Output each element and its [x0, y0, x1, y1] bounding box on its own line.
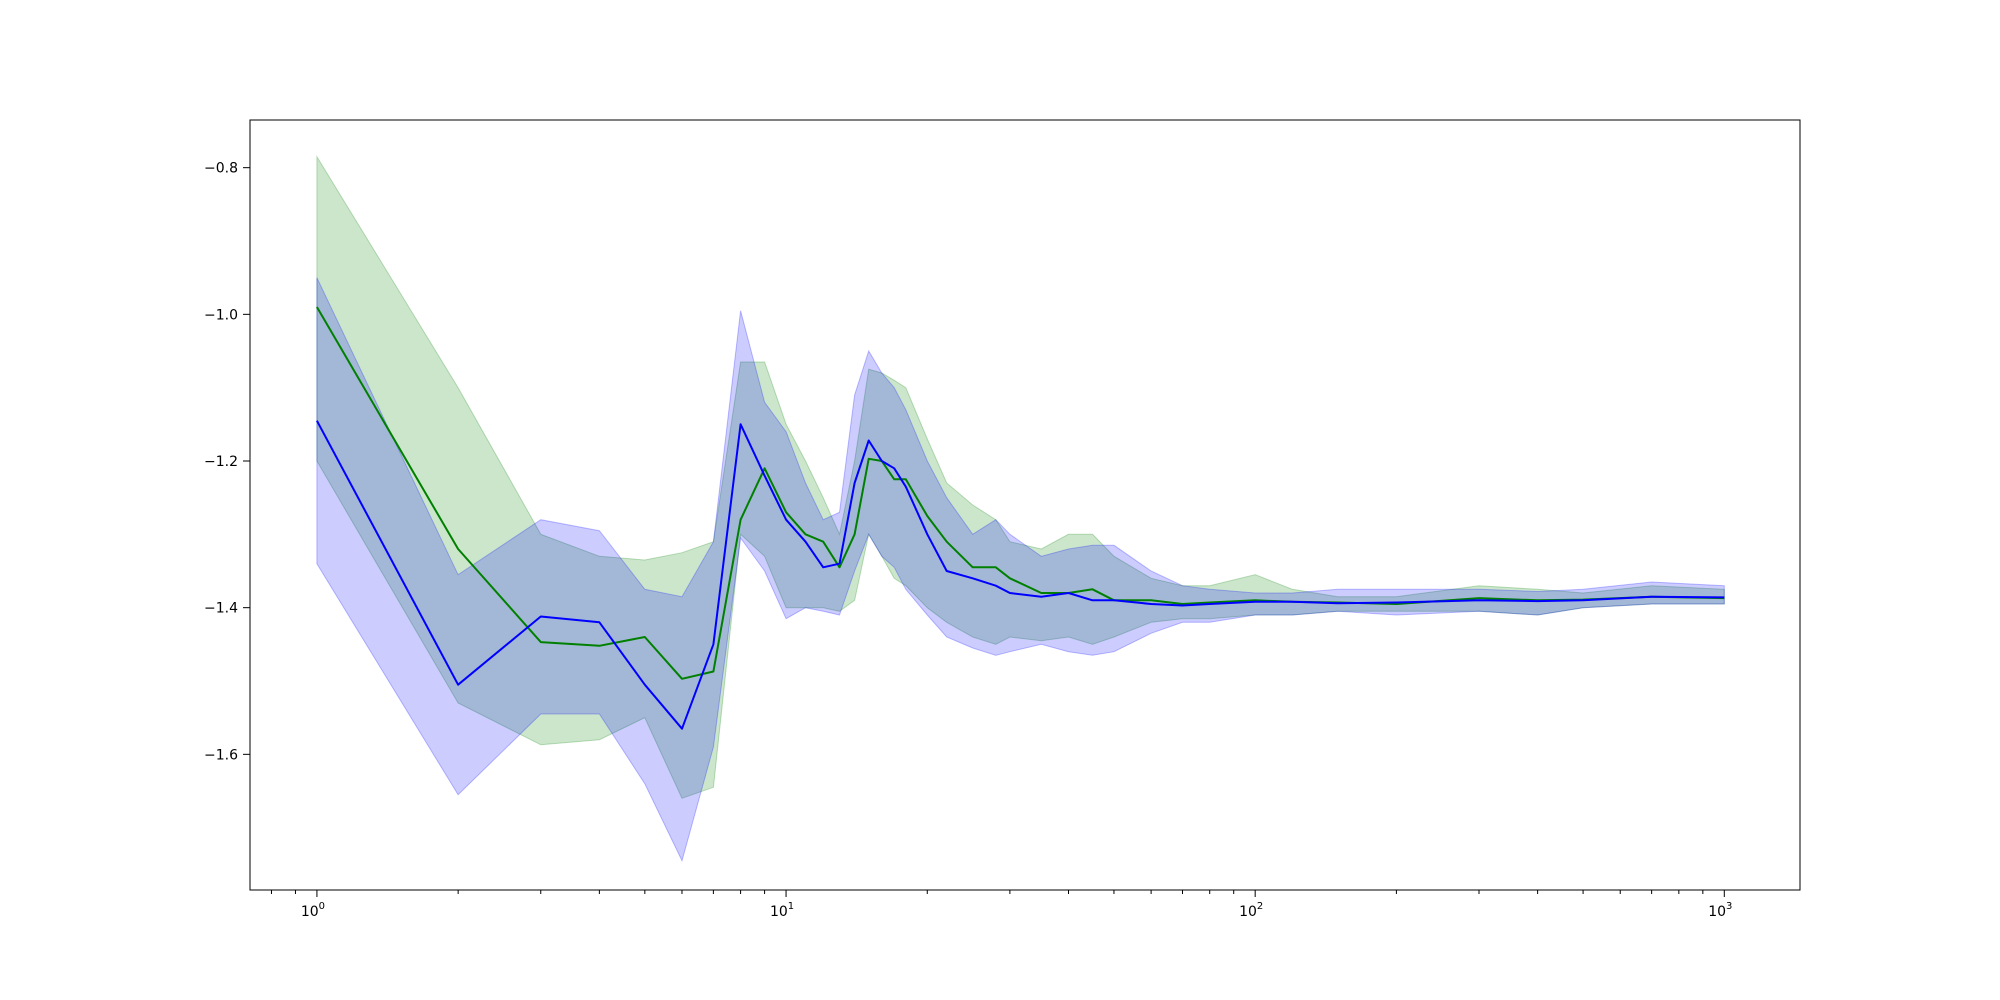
series-1-band	[316, 277, 1725, 863]
series-0-band	[316, 154, 1725, 799]
x-tick-base: 10	[1708, 904, 1726, 920]
x-tick-label: 103	[1708, 901, 1732, 920]
y-tick-label: −1.6	[204, 747, 238, 763]
x-tick-label: 100	[301, 901, 325, 920]
confidence-bands	[316, 154, 1725, 863]
series-1-line	[316, 420, 1725, 730]
x-tick-exponent: 2	[1257, 901, 1263, 912]
x-tick-exponent: 3	[1726, 901, 1732, 912]
plot-area	[250, 120, 1800, 890]
y-tick-label: −0.8	[204, 161, 238, 177]
y-tick-label: −1.4	[204, 601, 238, 617]
x-tick-base: 10	[301, 904, 319, 920]
y-tick-label: −1.2	[204, 454, 238, 470]
x-tick-exponent: 1	[788, 901, 794, 912]
x-tick-label: 102	[1239, 901, 1263, 920]
x-tick-base: 10	[770, 904, 788, 920]
y-axis: −0.8 −1.0 −1.2 −1.4 −1.6	[204, 161, 250, 763]
y-tick-label: −1.0	[204, 307, 238, 323]
x-tick-base: 10	[1239, 904, 1257, 920]
x-tick-label: 101	[770, 901, 794, 920]
plot-frame	[249, 119, 1801, 891]
series-lines	[316, 306, 1725, 730]
x-tick-exponent: 0	[319, 901, 325, 912]
x-axis: 100 101 102 103	[270, 890, 1732, 920]
